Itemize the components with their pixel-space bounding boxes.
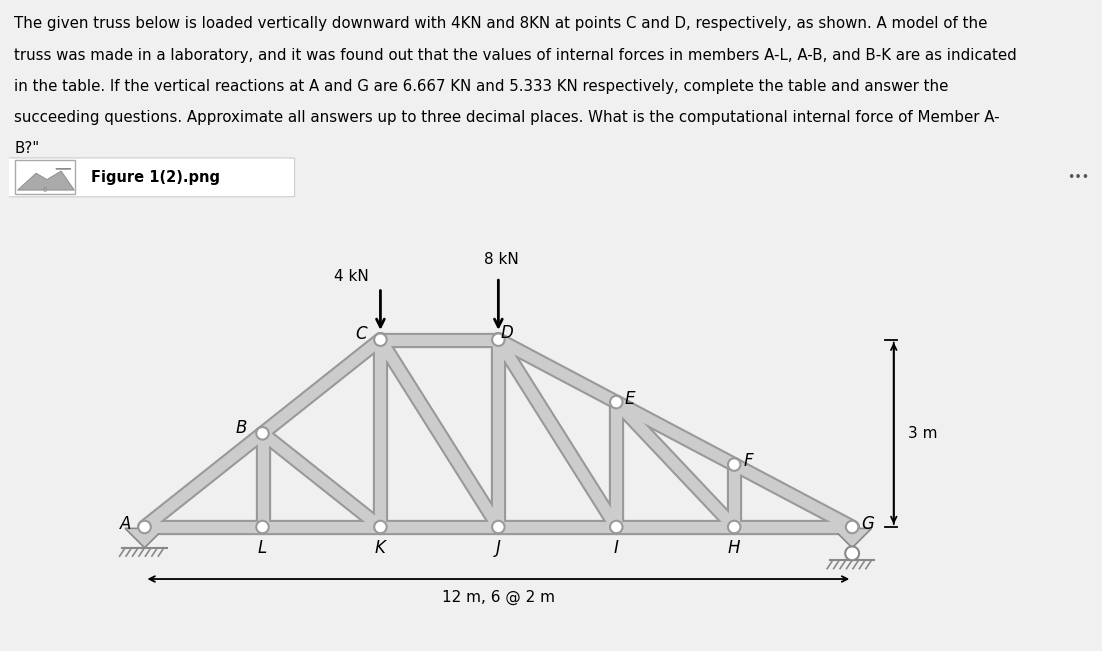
Text: truss was made in a laboratory, and it was found out that the values of internal: truss was made in a laboratory, and it w… — [14, 48, 1017, 62]
Circle shape — [728, 458, 741, 471]
Circle shape — [846, 521, 858, 533]
Text: 4 kN: 4 kN — [334, 270, 369, 284]
Text: G: G — [862, 514, 875, 533]
Circle shape — [611, 521, 623, 533]
Polygon shape — [126, 529, 164, 547]
Text: B?": B?" — [14, 141, 40, 156]
Text: A: A — [119, 514, 131, 533]
Text: Figure 1(2).png: Figure 1(2).png — [90, 170, 219, 185]
Circle shape — [728, 521, 741, 533]
Text: •••: ••• — [1067, 171, 1089, 184]
Text: L: L — [258, 539, 267, 557]
Text: 3 m: 3 m — [908, 426, 937, 441]
Polygon shape — [18, 171, 74, 190]
Circle shape — [139, 521, 151, 533]
Polygon shape — [833, 529, 872, 547]
Circle shape — [375, 521, 387, 533]
Circle shape — [611, 396, 623, 408]
Circle shape — [257, 521, 269, 533]
Circle shape — [493, 521, 505, 533]
Text: K: K — [375, 539, 386, 557]
FancyBboxPatch shape — [15, 160, 75, 194]
Circle shape — [493, 333, 505, 346]
Text: B: B — [236, 419, 247, 437]
Text: 0: 0 — [43, 187, 47, 193]
Text: The given truss below is loaded vertically downward with 4KN and 8KN at points C: The given truss below is loaded vertical… — [14, 16, 987, 31]
Circle shape — [257, 427, 269, 439]
Text: 8 kN: 8 kN — [485, 252, 519, 267]
Text: J: J — [496, 539, 500, 557]
FancyBboxPatch shape — [0, 158, 294, 197]
Text: H: H — [728, 539, 741, 557]
Text: I: I — [614, 539, 618, 557]
Text: in the table. If the vertical reactions at A and G are 6.667 KN and 5.333 KN res: in the table. If the vertical reactions … — [14, 79, 949, 94]
Text: 12 m, 6 @ 2 m: 12 m, 6 @ 2 m — [442, 589, 555, 605]
Text: succeeding questions. Approximate all answers up to three decimal places. What i: succeeding questions. Approximate all an… — [14, 110, 1000, 125]
Text: F: F — [743, 452, 753, 470]
Circle shape — [375, 333, 387, 346]
Circle shape — [845, 546, 860, 561]
Text: C: C — [355, 325, 367, 343]
Text: D: D — [501, 324, 514, 342]
Text: E: E — [625, 390, 636, 408]
